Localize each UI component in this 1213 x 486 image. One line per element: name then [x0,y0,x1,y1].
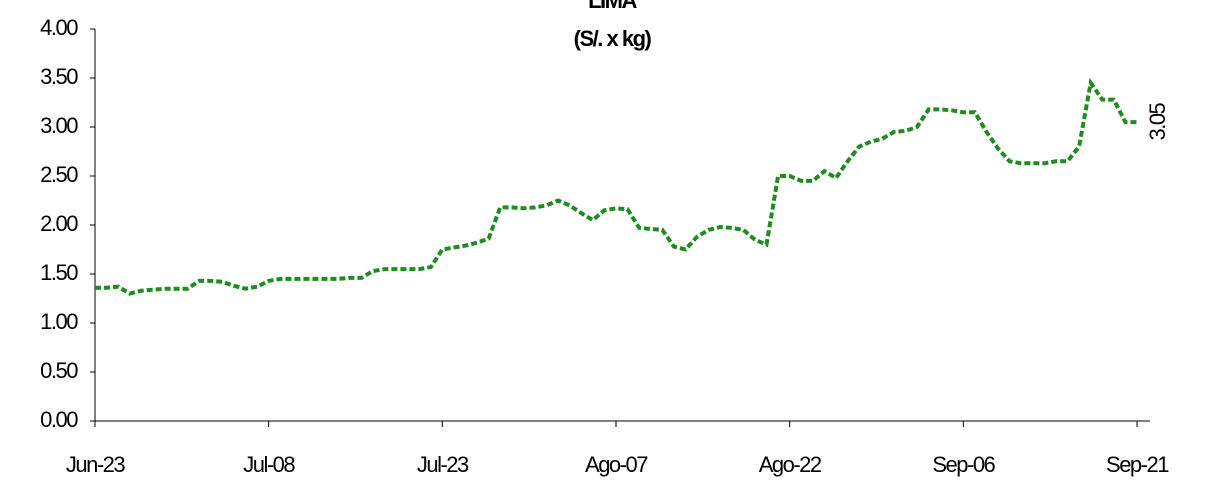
x-tick-label: Jun-23 [66,452,126,477]
y-tick-label: 1.00 [40,309,78,334]
y-tick-label: 0.50 [40,358,78,383]
data-line [95,77,1137,296]
value-label: 3.05 [1145,102,1170,140]
x-tick-label: Jul-23 [417,452,469,477]
x-tick-label: Jul-08 [243,452,295,477]
chart-title: LIMA [588,0,637,13]
y-tick-label: 2.00 [40,211,78,236]
y-tick-label: 2.50 [40,162,78,187]
y-tick-label: 3.50 [40,64,78,89]
chart-subtitle: (S/. x kg) [574,26,652,51]
y-tick-label: 0.00 [40,407,78,432]
x-tick-label: Ago-07 [585,452,648,477]
x-tick-label: Sep-06 [932,452,995,477]
y-tick-label: 1.50 [40,260,78,285]
y-tick-label: 3.00 [40,113,78,138]
x-tick-label: Sep-21 [1106,452,1169,477]
x-tick-label: Ago-22 [759,452,822,477]
y-tick-label: 4.00 [40,15,78,40]
